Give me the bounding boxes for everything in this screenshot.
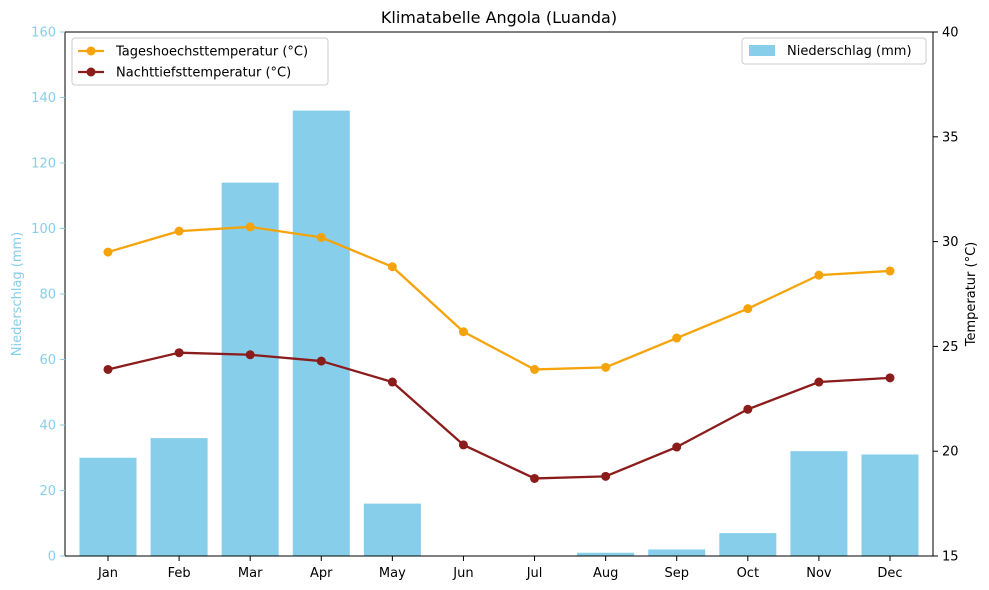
point-series-0-feb (174, 226, 184, 236)
point-series-1-nov (814, 377, 824, 387)
point-series-0-mar (245, 222, 255, 232)
bar-jan (79, 457, 137, 556)
y-right-tick-label: 30 (942, 235, 959, 250)
x-tick-label: Mar (238, 566, 263, 581)
point-series-1-mar (245, 350, 255, 360)
legend-bar-swatch (749, 45, 775, 56)
y-axis-left: 0 20 40 60 80 100 120 140 160 (31, 26, 65, 565)
y-left-tick-label: 120 (31, 157, 56, 172)
legend-line-marker (86, 46, 96, 56)
y-left-tick-label: 20 (39, 484, 56, 499)
y-right-tick-label: 20 (942, 445, 959, 460)
bars-layer (79, 110, 919, 556)
legend-line-marker (86, 67, 96, 77)
point-series-0-may (387, 262, 397, 272)
bar-mar (221, 182, 279, 556)
x-tick-label: Jun (452, 566, 473, 581)
point-series-1-apr (316, 356, 326, 366)
x-tick-label: Sep (664, 566, 689, 581)
point-series-1-jan (103, 364, 113, 374)
legend-bar-label: Niederschlag (mm) (787, 44, 912, 59)
chart-title: Klimatabelle Angola (Luanda) (381, 8, 617, 27)
legend-line-label: Tageshoechsttemperatur (°C) (115, 45, 308, 60)
legend-bars-frame (741, 37, 927, 65)
x-tick-label: Aug (593, 566, 618, 581)
line-series-1 (107, 351, 891, 480)
lines-layer (103, 222, 895, 483)
legend-lines: Tageshoechsttemperatur (°C) Nachttiefstte… (71, 37, 329, 86)
x-tick-label: Dec (877, 566, 902, 581)
line-series-0 (107, 225, 891, 371)
x-tick-label: Jul (526, 566, 543, 581)
x-tick-label: Nov (806, 566, 832, 581)
x-tick-label: Apr (310, 566, 333, 581)
bar-oct (719, 533, 777, 556)
y-axis-left-title: Niederschlag (mm) (10, 232, 25, 357)
y-left-tick-label: 140 (31, 91, 56, 106)
y-left-tick-label: 40 (39, 419, 56, 434)
legend-bars: Niederschlag (mm) (741, 37, 927, 65)
point-series-0-sep (672, 333, 682, 343)
point-series-1-aug (601, 471, 611, 481)
y-left-tick-label: 80 (39, 288, 56, 303)
y-right-tick-label: 35 (942, 130, 959, 145)
point-series-1-sep (672, 442, 682, 452)
point-series-1-dec (885, 373, 895, 383)
x-tick-label: May (379, 566, 406, 581)
y-axis-right: 15 20 25 30 35 40 (933, 26, 959, 565)
point-series-0-jan (103, 247, 113, 257)
x-tick-label: Jan (97, 566, 118, 581)
point-series-0-jun (458, 327, 468, 337)
bar-may (363, 503, 421, 556)
bar-dec (861, 454, 919, 556)
point-series-1-jul (530, 473, 540, 483)
y-left-tick-label: 0 (48, 550, 56, 565)
legend-lines-frame (71, 37, 329, 86)
legend-line-label: Nachttiefsttemperatur (°C) (116, 66, 291, 81)
point-series-1-may (387, 377, 397, 387)
y-left-tick-label: 160 (31, 26, 56, 41)
point-series-0-dec (885, 266, 895, 276)
point-series-0-oct (743, 304, 753, 314)
y-axis-right-title: Temperatur (°C) (964, 242, 979, 348)
point-series-1-feb (174, 348, 184, 358)
point-series-0-jul (530, 364, 540, 374)
point-series-1-oct (743, 404, 753, 414)
point-series-0-aug (601, 362, 611, 372)
y-right-tick-label: 15 (942, 550, 959, 565)
bar-feb (150, 438, 208, 556)
bar-nov (790, 451, 848, 556)
x-axis: Jan Feb Mar Apr May Jun Jul Aug Sep Oct Nov Dec (97, 556, 903, 581)
point-series-0-nov (814, 270, 824, 280)
y-right-tick-label: 25 (942, 340, 959, 355)
point-series-0-apr (316, 232, 326, 242)
x-tick-label: Feb (168, 566, 191, 581)
x-tick-label: Oct (737, 566, 759, 581)
bar-aug (577, 552, 635, 556)
y-left-tick-label: 60 (39, 353, 56, 368)
bar-apr (292, 110, 350, 556)
point-series-1-jun (458, 440, 468, 450)
y-left-tick-label: 100 (31, 222, 56, 237)
y-right-tick-label: 40 (942, 26, 959, 41)
bar-sep (648, 549, 706, 556)
